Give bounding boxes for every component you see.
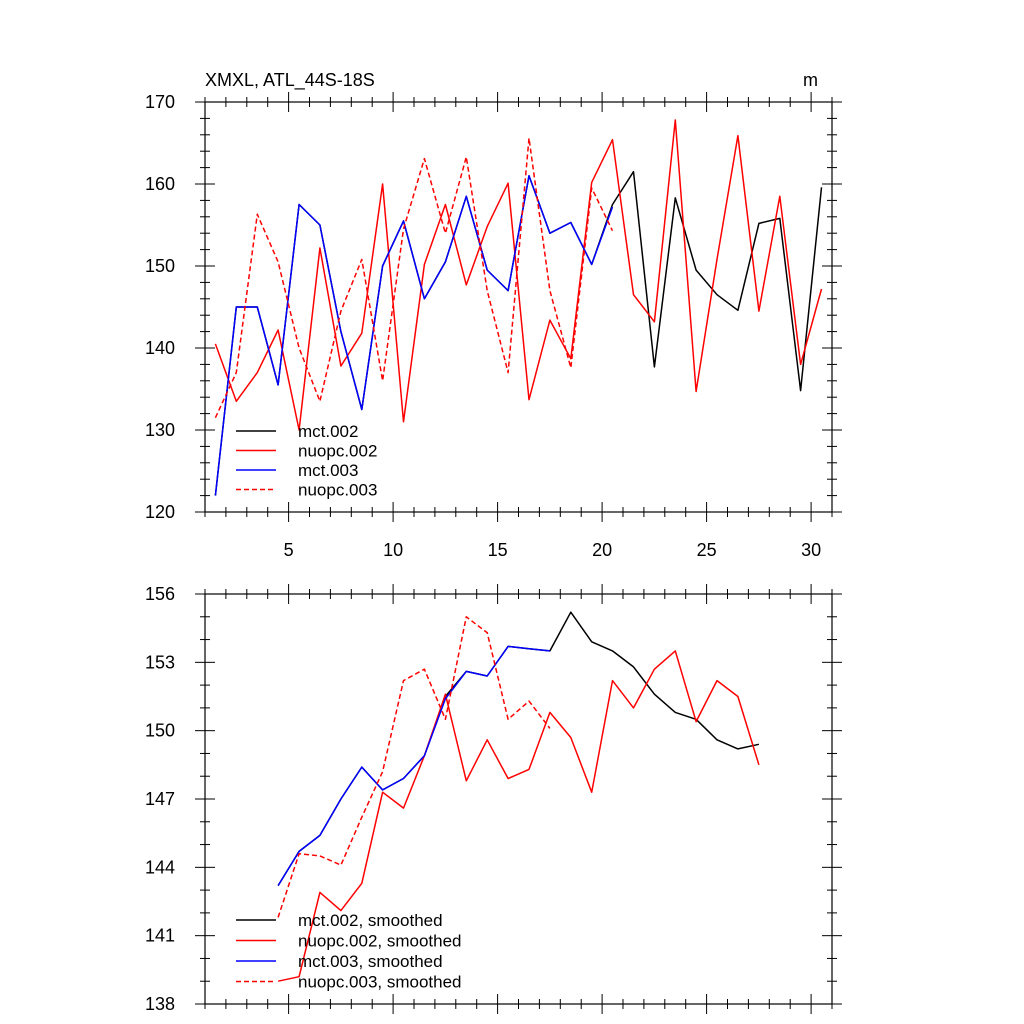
legend-label: nuopc.003, smoothed xyxy=(298,973,462,992)
y-tick-label: 120 xyxy=(145,502,175,522)
y-tick-label: 144 xyxy=(145,857,175,877)
series-line-nuopc-002-smoothed xyxy=(277,650,760,982)
legend-label: mct.002 xyxy=(298,422,358,441)
y-tick-label: 150 xyxy=(145,256,175,276)
y-tick-label: 141 xyxy=(145,926,175,946)
y-tick-label: 160 xyxy=(145,174,175,194)
y-tick-label: 138 xyxy=(145,994,175,1014)
chart-title: XMXL, ATL_44S-18S xyxy=(205,70,375,91)
y-tick-label: 150 xyxy=(145,721,175,741)
y-tick-label: 147 xyxy=(145,789,175,809)
legend-label: mct.002, smoothed xyxy=(298,911,443,930)
x-tick-label: 20 xyxy=(592,540,612,560)
legend-label: mct.003, smoothed xyxy=(298,952,443,971)
x-tick-label: 15 xyxy=(488,540,508,560)
series-line-mct-003 xyxy=(214,175,614,496)
y-tick-label: 130 xyxy=(145,420,175,440)
x-tick-label: 30 xyxy=(801,540,821,560)
series-line-mct-002-smoothed xyxy=(277,611,760,886)
legend-label: nuopc.002, smoothed xyxy=(298,932,462,951)
series-line-mct-003-smoothed xyxy=(277,645,550,886)
x-tick-label: 5 xyxy=(284,540,294,560)
series-line-nuopc-002 xyxy=(214,119,823,431)
legend-label: mct.003 xyxy=(298,461,358,480)
x-tick-label: 25 xyxy=(697,540,717,560)
y-tick-label: 156 xyxy=(145,584,175,604)
y-tick-label: 140 xyxy=(145,338,175,358)
x-tick-label: 10 xyxy=(383,540,403,560)
y-tick-label: 153 xyxy=(145,652,175,672)
series-line-nuopc-003 xyxy=(214,137,614,419)
legend-label: nuopc.003 xyxy=(298,481,377,500)
legend-label: nuopc.002 xyxy=(298,442,377,461)
series-line-nuopc-003-smoothed xyxy=(277,616,551,918)
top-panel: XMXL, ATL_44S-18S m 5 10 15 20 25 30 120 130 140… xyxy=(145,70,842,560)
units-label: m xyxy=(803,70,818,90)
y-tick-label: 170 xyxy=(145,92,175,112)
bottom-panel: 138 141 144 147 150 153 156 mct.002, smoothed nu… xyxy=(145,584,842,1014)
